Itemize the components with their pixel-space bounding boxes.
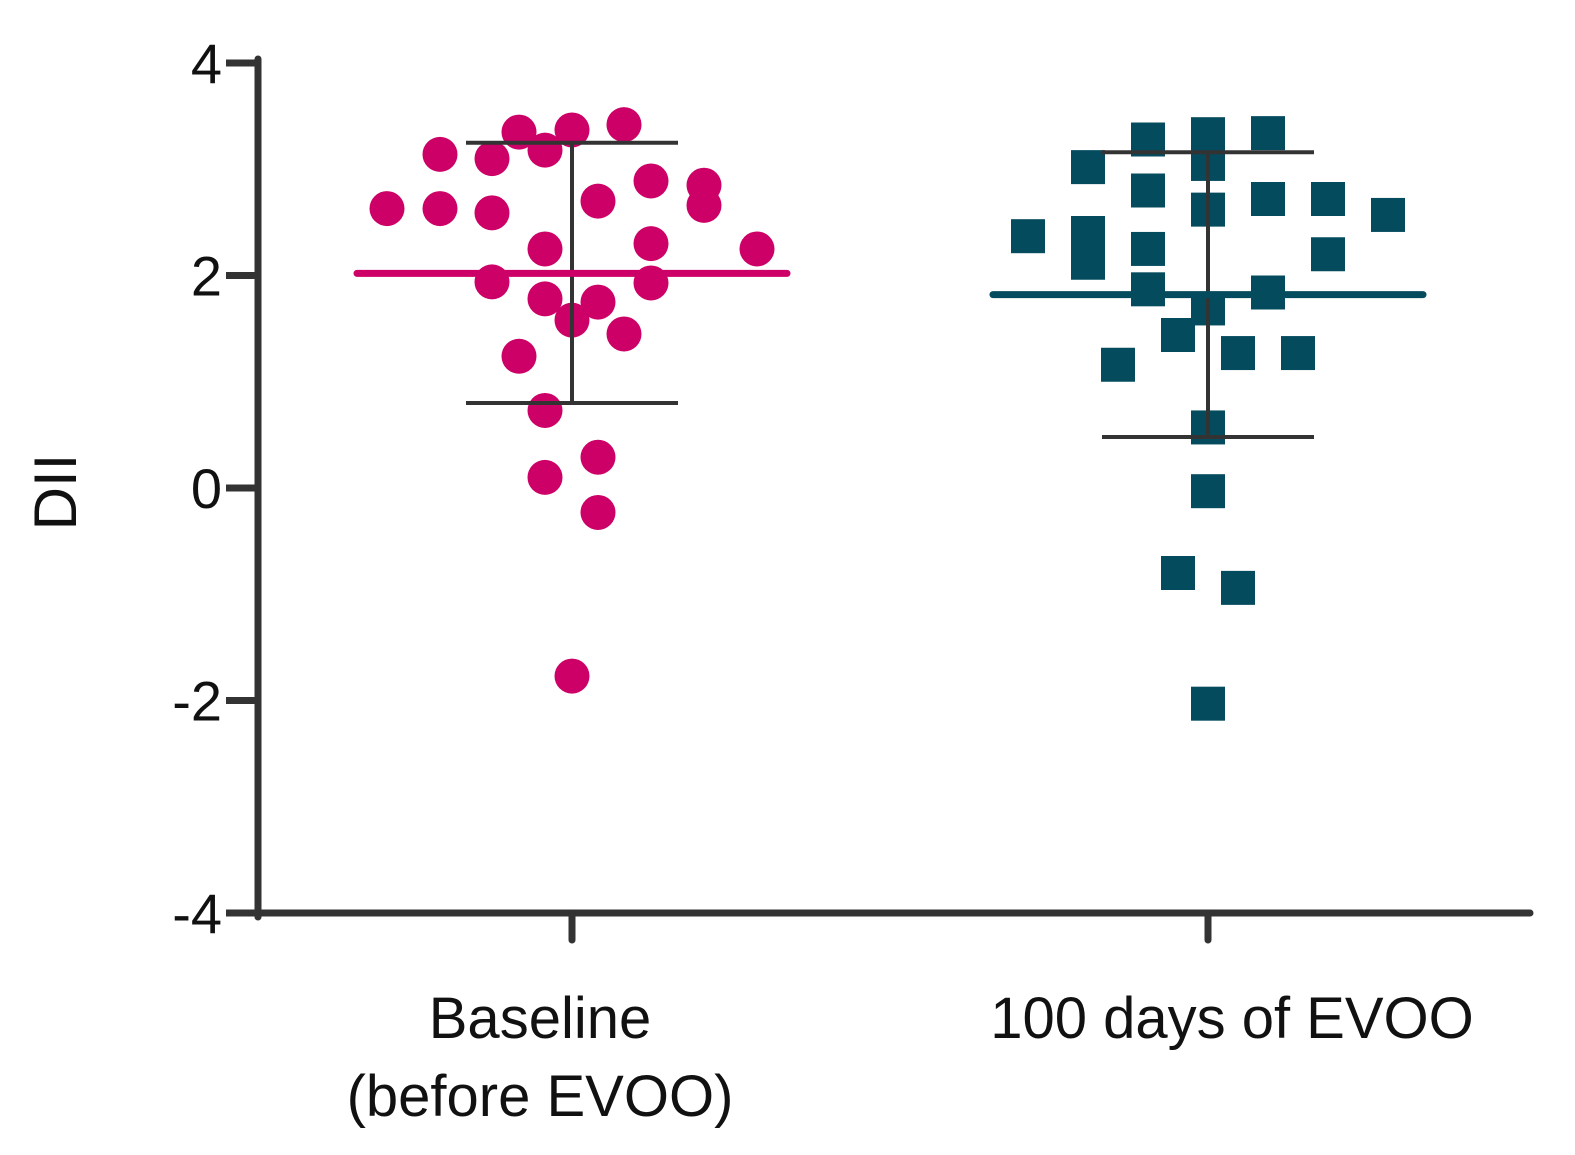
- data-point-evoo-6: [1131, 173, 1165, 208]
- data-point-baseline-26: [686, 187, 722, 223]
- series-baseline: [353, 107, 791, 694]
- data-point-evoo-3: [1071, 245, 1105, 280]
- data-point-evoo-20: [1251, 116, 1285, 151]
- data-point-evoo-17: [1191, 686, 1225, 721]
- data-point-evoo-18: [1221, 336, 1255, 371]
- y-tick-label-3: 2: [191, 245, 222, 308]
- y-tick-label-1: -2: [172, 670, 222, 733]
- data-point-baseline-18: [580, 439, 616, 475]
- data-point-evoo-16: [1191, 474, 1225, 509]
- data-point-baseline-2: [422, 191, 458, 227]
- x-category-label-baseline-1: (before EVOO): [347, 1064, 734, 1129]
- data-point-evoo-9: [1161, 318, 1195, 352]
- data-point-baseline-9: [527, 231, 563, 267]
- data-point-evoo-8: [1131, 272, 1165, 307]
- y-tick-label-4: 4: [191, 32, 222, 95]
- data-point-baseline-12: [527, 459, 563, 495]
- data-point-baseline-11: [527, 392, 563, 428]
- data-point-evoo-4: [1101, 347, 1135, 382]
- data-point-evoo-1: [1071, 150, 1105, 185]
- data-point-baseline-0: [369, 191, 405, 227]
- data-point-evoo-24: [1311, 182, 1345, 216]
- data-point-baseline-3: [474, 141, 510, 177]
- data-point-evoo-11: [1191, 117, 1225, 152]
- data-point-baseline-10: [527, 281, 563, 317]
- data-point-baseline-19: [580, 494, 616, 530]
- data-point-baseline-23: [633, 226, 669, 262]
- data-point-evoo-0: [1011, 219, 1045, 254]
- data-point-baseline-4: [474, 195, 510, 231]
- x-category-label-baseline-0: Baseline: [429, 986, 651, 1051]
- y-tick-label-0: -4: [172, 882, 222, 945]
- data-point-baseline-15: [554, 658, 590, 694]
- data-point-evoo-23: [1281, 336, 1315, 371]
- data-point-baseline-7: [501, 338, 537, 374]
- data-point-evoo-2: [1071, 216, 1105, 250]
- data-point-evoo-25: [1311, 237, 1345, 272]
- x-category-label-evoo-0: 100 days of EVOO: [990, 986, 1474, 1051]
- y-tick-label-2: 0: [191, 457, 222, 520]
- data-point-evoo-10: [1161, 556, 1195, 590]
- data-point-baseline-22: [633, 163, 669, 199]
- series-evoo: [989, 116, 1427, 721]
- data-point-evoo-26: [1371, 197, 1405, 232]
- data-point-baseline-17: [580, 284, 616, 320]
- data-point-baseline-20: [606, 107, 642, 143]
- data-point-baseline-21: [606, 316, 642, 352]
- y-axis: -4 -2 0 2 4: [172, 32, 262, 945]
- data-point-evoo-19: [1221, 570, 1255, 605]
- data-point-baseline-1: [422, 136, 458, 172]
- data-point-baseline-5: [474, 264, 510, 300]
- data-point-baseline-13: [554, 112, 590, 148]
- y-axis-title: DII: [22, 454, 89, 531]
- data-point-baseline-16: [580, 183, 616, 219]
- plot-series: [353, 107, 1427, 721]
- data-point-evoo-21: [1251, 182, 1285, 216]
- data-point-evoo-7: [1131, 231, 1165, 266]
- data-point-baseline-27: [739, 231, 775, 267]
- x-axis: Baseline (before EVOO) 100 days of EVOO: [250, 909, 1534, 1129]
